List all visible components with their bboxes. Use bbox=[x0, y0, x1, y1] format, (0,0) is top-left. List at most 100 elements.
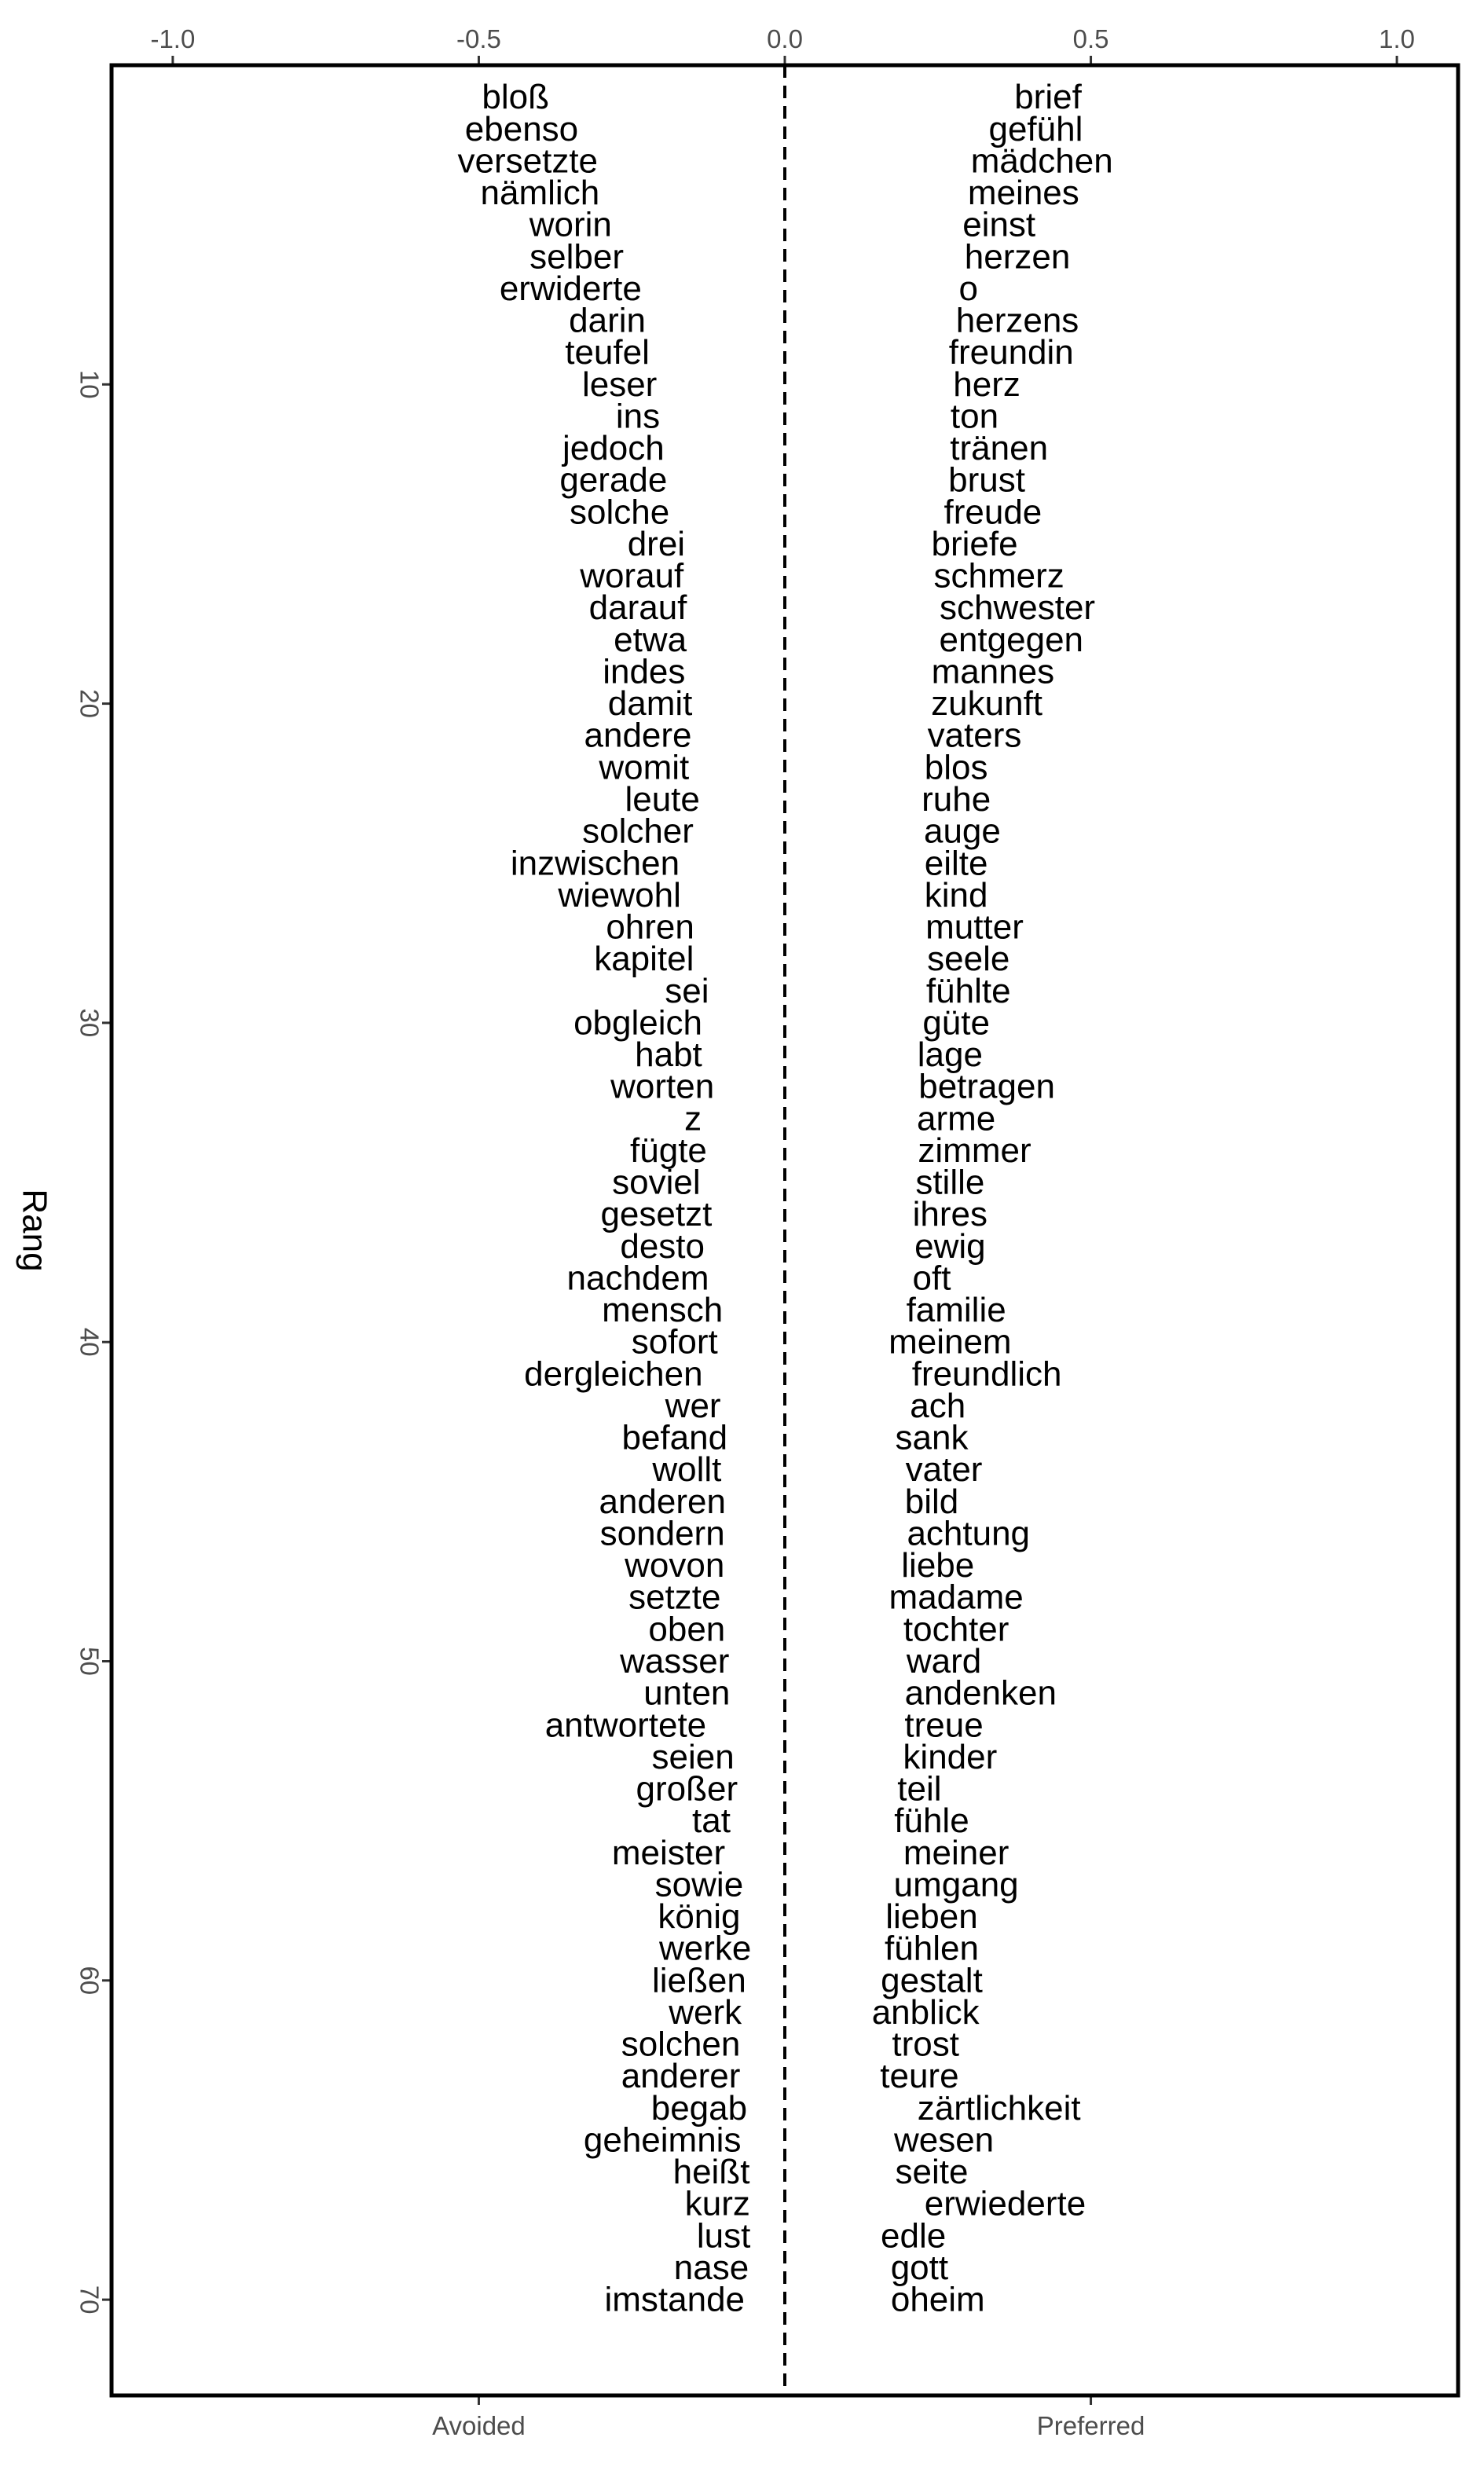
avoided-word-label: soviel bbox=[612, 1164, 701, 1202]
preferred-word-label: gefühl bbox=[988, 110, 1083, 148]
preferred-word-label: ach bbox=[910, 1387, 966, 1425]
preferred-word-label: ruhe bbox=[922, 780, 991, 819]
preferred-word-label: familie bbox=[907, 1291, 1006, 1329]
avoided-word-label: wasser bbox=[619, 1642, 729, 1680]
preferred-word-label: gestalt bbox=[881, 1961, 983, 1999]
preferred-word-label: andenken bbox=[905, 1674, 1057, 1713]
y-axis-tick-label: 10 bbox=[75, 370, 104, 399]
avoided-word-label: sei bbox=[665, 972, 709, 1010]
avoided-word-label: worin bbox=[529, 206, 612, 244]
preferred-word-label: brief bbox=[1014, 78, 1082, 116]
avoided-word-label: worten bbox=[610, 1068, 714, 1106]
avoided-word-label: heißt bbox=[673, 2153, 750, 2191]
top-axis-tick-label: 0.5 bbox=[1073, 24, 1109, 53]
avoided-word-label: imstande bbox=[604, 2281, 745, 2319]
preferred-word-label: güte bbox=[922, 1003, 990, 1042]
avoided-word-label: meister bbox=[612, 1834, 725, 1872]
avoided-word-label: leser bbox=[582, 365, 657, 404]
preferred-word-label: vater bbox=[906, 1450, 983, 1489]
y-axis-tick-label: 20 bbox=[75, 689, 104, 718]
avoided-word-label: ließen bbox=[652, 1961, 746, 1999]
avoided-word-label: damit bbox=[608, 684, 693, 723]
preferred-word-label: seite bbox=[896, 2153, 969, 2191]
preferred-word-label: ward bbox=[906, 1642, 981, 1680]
preferred-word-label: o bbox=[958, 269, 977, 308]
avoided-word-label: gesetzt bbox=[600, 1195, 712, 1233]
avoided-word-label: ins bbox=[616, 397, 660, 435]
preferred-word-label: schwester bbox=[940, 588, 1095, 627]
preferred-word-label: mädchen bbox=[971, 141, 1113, 180]
preferred-word-label: brust bbox=[948, 461, 1025, 500]
avoided-word-label: womit bbox=[598, 748, 689, 786]
preferred-word-label: seele bbox=[927, 940, 1009, 978]
avoided-word-label: wer bbox=[665, 1387, 721, 1425]
preferred-word-label: entgegen bbox=[939, 621, 1083, 659]
y-axis-tick-label: 50 bbox=[75, 1647, 104, 1676]
avoided-word-label: antwortete bbox=[545, 1706, 706, 1744]
avoided-word-label: geheimnis bbox=[584, 2120, 742, 2159]
preferred-word-label: kind bbox=[925, 876, 988, 914]
preferred-word-label: fühlte bbox=[926, 972, 1011, 1010]
avoided-word-label: seien bbox=[652, 1738, 735, 1776]
avoided-word-label: sofort bbox=[632, 1323, 718, 1362]
preferred-word-label: eilte bbox=[925, 844, 988, 882]
avoided-word-label: nämlich bbox=[481, 174, 600, 212]
preferred-word-label: edle bbox=[881, 2216, 946, 2255]
preferred-word-label: herz bbox=[953, 365, 1020, 404]
avoided-word-label: mensch bbox=[602, 1291, 723, 1329]
avoided-word-label: gerade bbox=[559, 461, 667, 500]
preferred-word-label: zärtlichkeit bbox=[918, 2089, 1081, 2128]
avoided-word-label: sondern bbox=[600, 1514, 725, 1552]
preferred-word-label: lage bbox=[918, 1035, 983, 1074]
avoided-word-label: wollt bbox=[651, 1450, 721, 1489]
avoided-word-label: darauf bbox=[589, 588, 688, 627]
avoided-word-label: großer bbox=[636, 1770, 738, 1809]
avoided-word-label: ohren bbox=[606, 908, 694, 947]
avoided-word-label: anderen bbox=[599, 1483, 725, 1521]
preferred-word-label: freude bbox=[944, 493, 1042, 531]
avoided-word-label: begab bbox=[651, 2089, 747, 2128]
avoided-word-label: wovon bbox=[624, 1546, 724, 1585]
preferred-word-label: betragen bbox=[918, 1068, 1055, 1106]
avoided-word-label: nachdem bbox=[567, 1259, 709, 1297]
preferred-word-label: blos bbox=[925, 748, 988, 786]
preferred-word-label: lieben bbox=[885, 1897, 977, 1936]
avoided-word-label: worauf bbox=[579, 557, 684, 596]
avoided-word-label: habt bbox=[635, 1035, 702, 1074]
avoided-word-label: könig bbox=[658, 1897, 740, 1936]
avoided-word-label: jedoch bbox=[561, 429, 665, 467]
preferred-word-label: stille bbox=[915, 1164, 984, 1202]
avoided-word-label: sowie bbox=[655, 1865, 744, 1904]
preferred-word-label: fühle bbox=[894, 1801, 969, 1840]
preferred-word-label: bild bbox=[905, 1483, 959, 1521]
preferred-word-label: trost bbox=[892, 2025, 959, 2064]
top-axis-tick-label: -1.0 bbox=[150, 24, 195, 53]
avoided-word-label: versetzte bbox=[458, 141, 599, 180]
avoided-word-label: erwiderte bbox=[500, 269, 642, 308]
avoided-word-label: selber bbox=[529, 237, 624, 276]
avoided-word-label: kapitel bbox=[594, 940, 694, 978]
avoided-word-label: bloß bbox=[482, 78, 549, 116]
preferred-word-label: umgang bbox=[894, 1865, 1019, 1904]
preferred-word-label: zimmer bbox=[918, 1131, 1031, 1170]
preferred-word-label: treue bbox=[904, 1706, 983, 1744]
avoided-word-label: dergleichen bbox=[524, 1354, 703, 1393]
avoided-word-label: werk bbox=[668, 1993, 742, 2032]
y-axis-tick-label: 60 bbox=[75, 1966, 104, 1995]
y-axis: 10 20 30 40 50 60 70 bbox=[75, 370, 112, 2314]
preferred-word-label: sank bbox=[896, 1419, 969, 1457]
preferred-word-label: freundin bbox=[949, 333, 1074, 372]
top-axis-tick-label: 0.0 bbox=[767, 24, 803, 53]
avoided-word-label: obgleich bbox=[573, 1003, 702, 1042]
avoided-word-label: solcher bbox=[582, 812, 694, 851]
y-axis-tick-label: 40 bbox=[75, 1328, 104, 1357]
preferred-word-label: wesen bbox=[893, 2120, 994, 2159]
preferred-word-label: ewig bbox=[914, 1227, 986, 1266]
avoided-word-label: inzwischen bbox=[511, 844, 680, 882]
preferred-word-label: ton bbox=[951, 397, 998, 435]
avoided-word-label: werke bbox=[658, 1930, 751, 1968]
preferred-word-label: tochter bbox=[903, 1610, 1009, 1648]
top-axis-tick-label: -0.5 bbox=[456, 24, 501, 53]
avoided-word-label: desto bbox=[620, 1227, 705, 1266]
avoided-word-label: anderer bbox=[621, 2057, 741, 2095]
